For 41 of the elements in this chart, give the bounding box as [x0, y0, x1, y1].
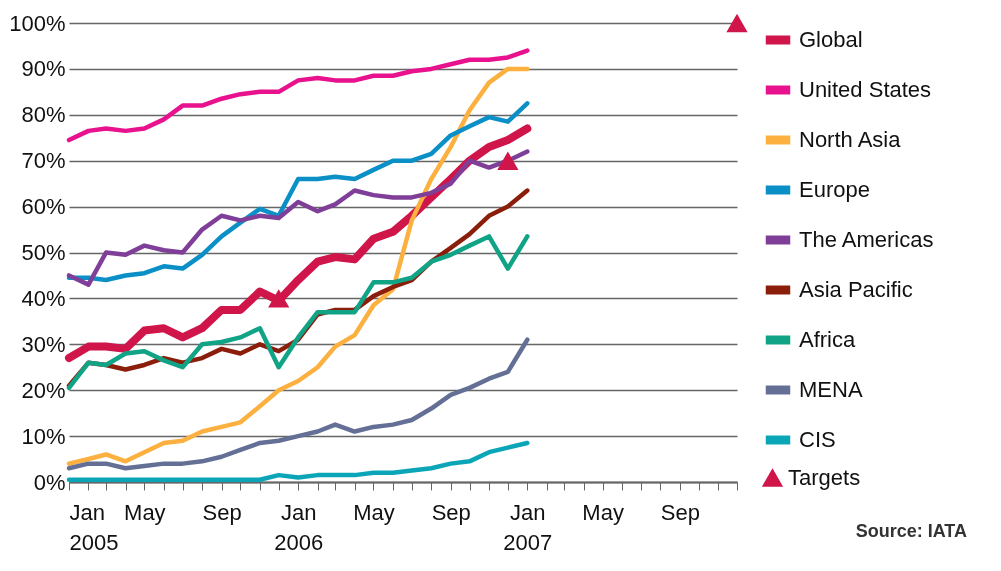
x-tick-label: Jan 2006: [274, 499, 324, 555]
x-tick-label: Jan 2005: [69, 499, 119, 555]
x-tick-label: Sep: [660, 499, 700, 525]
line-series: [66, 48, 530, 143]
legend-label: MENA: [799, 377, 863, 402]
y-tick-label: 60%: [21, 194, 66, 220]
line-series: [66, 234, 530, 391]
source-note: Source: IATA: [855, 521, 967, 541]
y-tick-label: 10%: [21, 423, 66, 449]
y-tick-label: 30%: [21, 331, 66, 357]
y-tick-label: 100%: [9, 10, 66, 36]
legend-label: Europe: [799, 177, 870, 202]
line-series: [66, 337, 530, 471]
legend-label: Asia Pacific: [799, 277, 913, 302]
y-tick-label: 90%: [21, 56, 66, 82]
y-tick-label: 0%: [33, 469, 66, 495]
line-series: [66, 440, 530, 482]
x-tick-label: May: [353, 499, 395, 525]
legend-label: Africa: [799, 327, 856, 352]
y-tick-label: 80%: [21, 102, 66, 128]
y-tick-label: 20%: [21, 377, 66, 403]
legend-label: The Americas: [799, 227, 934, 252]
point: [268, 289, 290, 308]
legend-label: North Asia: [799, 127, 902, 152]
y-tick-label: 40%: [21, 285, 66, 311]
legend-label: United States: [799, 77, 932, 102]
x-tick-label: Sep: [202, 499, 242, 525]
y-tick-label: 70%: [21, 148, 66, 174]
legend-label: Global: [799, 27, 863, 52]
line-series: [66, 66, 530, 466]
x-tick-label: May: [124, 499, 166, 525]
x-tick-label: Jan 2007: [503, 499, 553, 555]
legend-label: Targets: [788, 464, 861, 490]
y-tick-label: 50%: [21, 240, 66, 265]
line-series: [66, 149, 530, 287]
point: [497, 151, 519, 170]
x-tick-label: May: [582, 499, 624, 525]
line-series: [66, 101, 530, 283]
point: [726, 13, 748, 33]
x-tick-label: Sep: [431, 499, 471, 525]
legend-label: CIS: [799, 427, 836, 452]
